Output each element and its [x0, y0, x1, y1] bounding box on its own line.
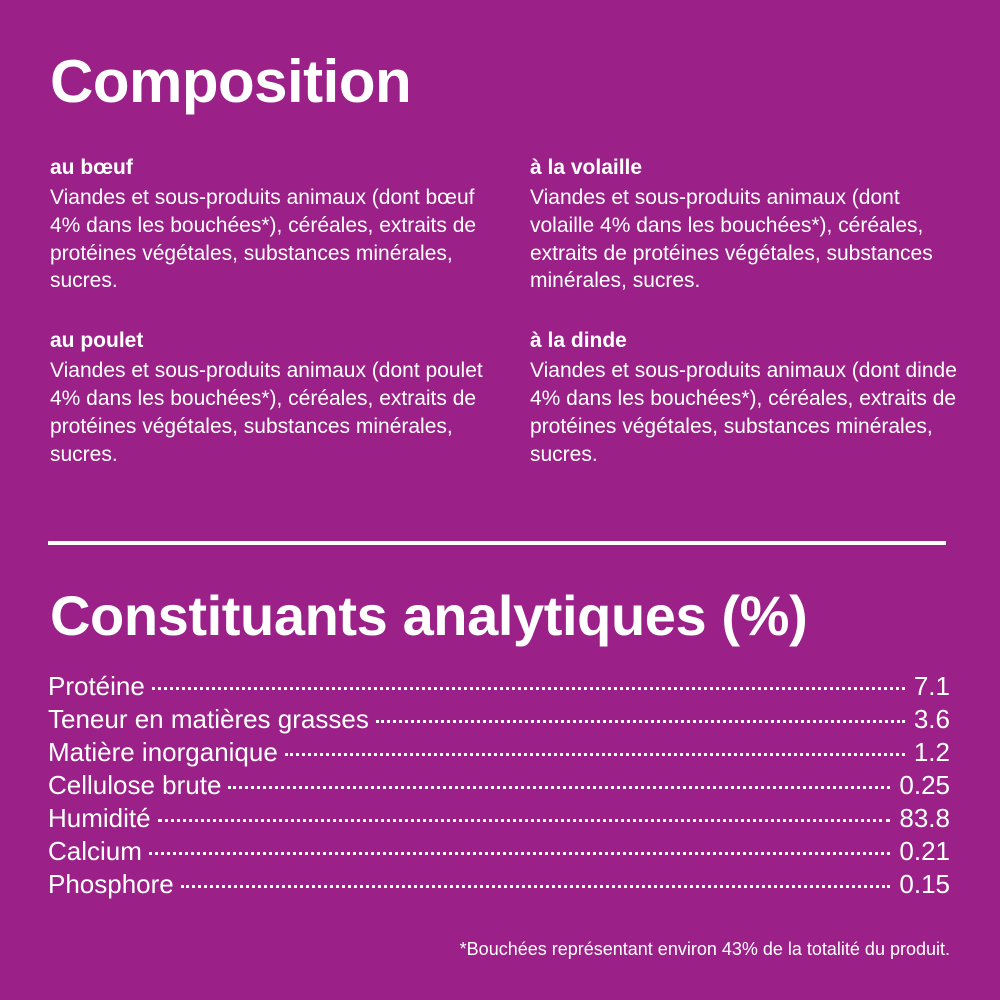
nutrient-label: Cellulose brute — [48, 770, 222, 800]
dotted-leader — [151, 687, 905, 690]
nutrition-table: Protéine 7.1 Teneur en matières grasses … — [48, 673, 950, 904]
table-row: Calcium 0.21 — [48, 838, 950, 871]
dotted-leader — [228, 786, 891, 789]
table-row: Phosphore 0.15 — [48, 871, 950, 904]
nutrient-value: 0.21 — [899, 836, 950, 866]
table-row: Humidité 83.8 — [48, 805, 950, 838]
variant-block-beef: au bœuf Viandes et sous-produits animaux… — [50, 155, 495, 295]
section-divider — [48, 541, 946, 545]
nutrient-value: 3.6 — [913, 704, 950, 734]
dotted-leader — [148, 852, 891, 855]
nutrient-value: 0.15 — [899, 869, 950, 899]
nutrient-value: 7.1 — [913, 671, 950, 701]
variant-name-chicken: au poulet — [50, 329, 144, 353]
variant-block-poultry: à la volaille Viandes et sous-produits a… — [530, 155, 960, 295]
nutrient-label: Calcium — [48, 836, 142, 866]
page-title-constituents: Constituants analytiques (%) — [50, 584, 808, 647]
nutrient-label: Humidité — [48, 803, 151, 833]
dotted-leader — [375, 720, 905, 723]
footnote-text: *Bouchées représentant environ 43% de la… — [459, 939, 950, 959]
table-row: Protéine 7.1 — [48, 673, 950, 706]
nutrient-value: 83.8 — [899, 803, 950, 833]
variant-description-chicken: Viandes et sous-produits animaux (dont p… — [50, 359, 483, 466]
nutrient-value: 1.2 — [913, 737, 950, 767]
variant-name-beef: au bœuf — [50, 156, 133, 179]
table-row: Cellulose brute 0.25 — [48, 772, 950, 805]
nutrient-label: Phosphore — [48, 869, 174, 899]
variant-description-beef: Viandes et sous-produits animaux (dont b… — [50, 186, 477, 293]
nutrient-value: 0.25 — [899, 770, 950, 800]
page-title-composition: Composition — [50, 48, 412, 115]
variant-name-turkey: à la dinde — [530, 329, 627, 353]
nutrient-label: Protéine — [48, 671, 145, 701]
variant-name-poultry: à la volaille — [530, 156, 643, 179]
table-row: Matière inorganique 1.2 — [48, 739, 950, 772]
variant-description-poultry: Viandes et sous-produits animaux (dont v… — [530, 186, 933, 293]
variant-block-chicken: au poulet Viandes et sous-produits anima… — [50, 328, 495, 468]
nutrient-label: Teneur en matières grasses — [48, 704, 369, 734]
dotted-leader — [157, 819, 891, 822]
composition-variants-grid: au bœuf Viandes et sous-produits animaux… — [50, 155, 957, 468]
variant-block-turkey: à la dinde Viandes et sous-produits anim… — [530, 328, 960, 468]
variant-description-turkey: Viandes et sous-produits animaux (dont d… — [530, 359, 957, 466]
dotted-leader — [180, 885, 891, 888]
table-row: Teneur en matières grasses 3.6 — [48, 706, 950, 739]
nutrient-label: Matière inorganique — [48, 737, 278, 767]
dotted-leader — [284, 753, 905, 756]
